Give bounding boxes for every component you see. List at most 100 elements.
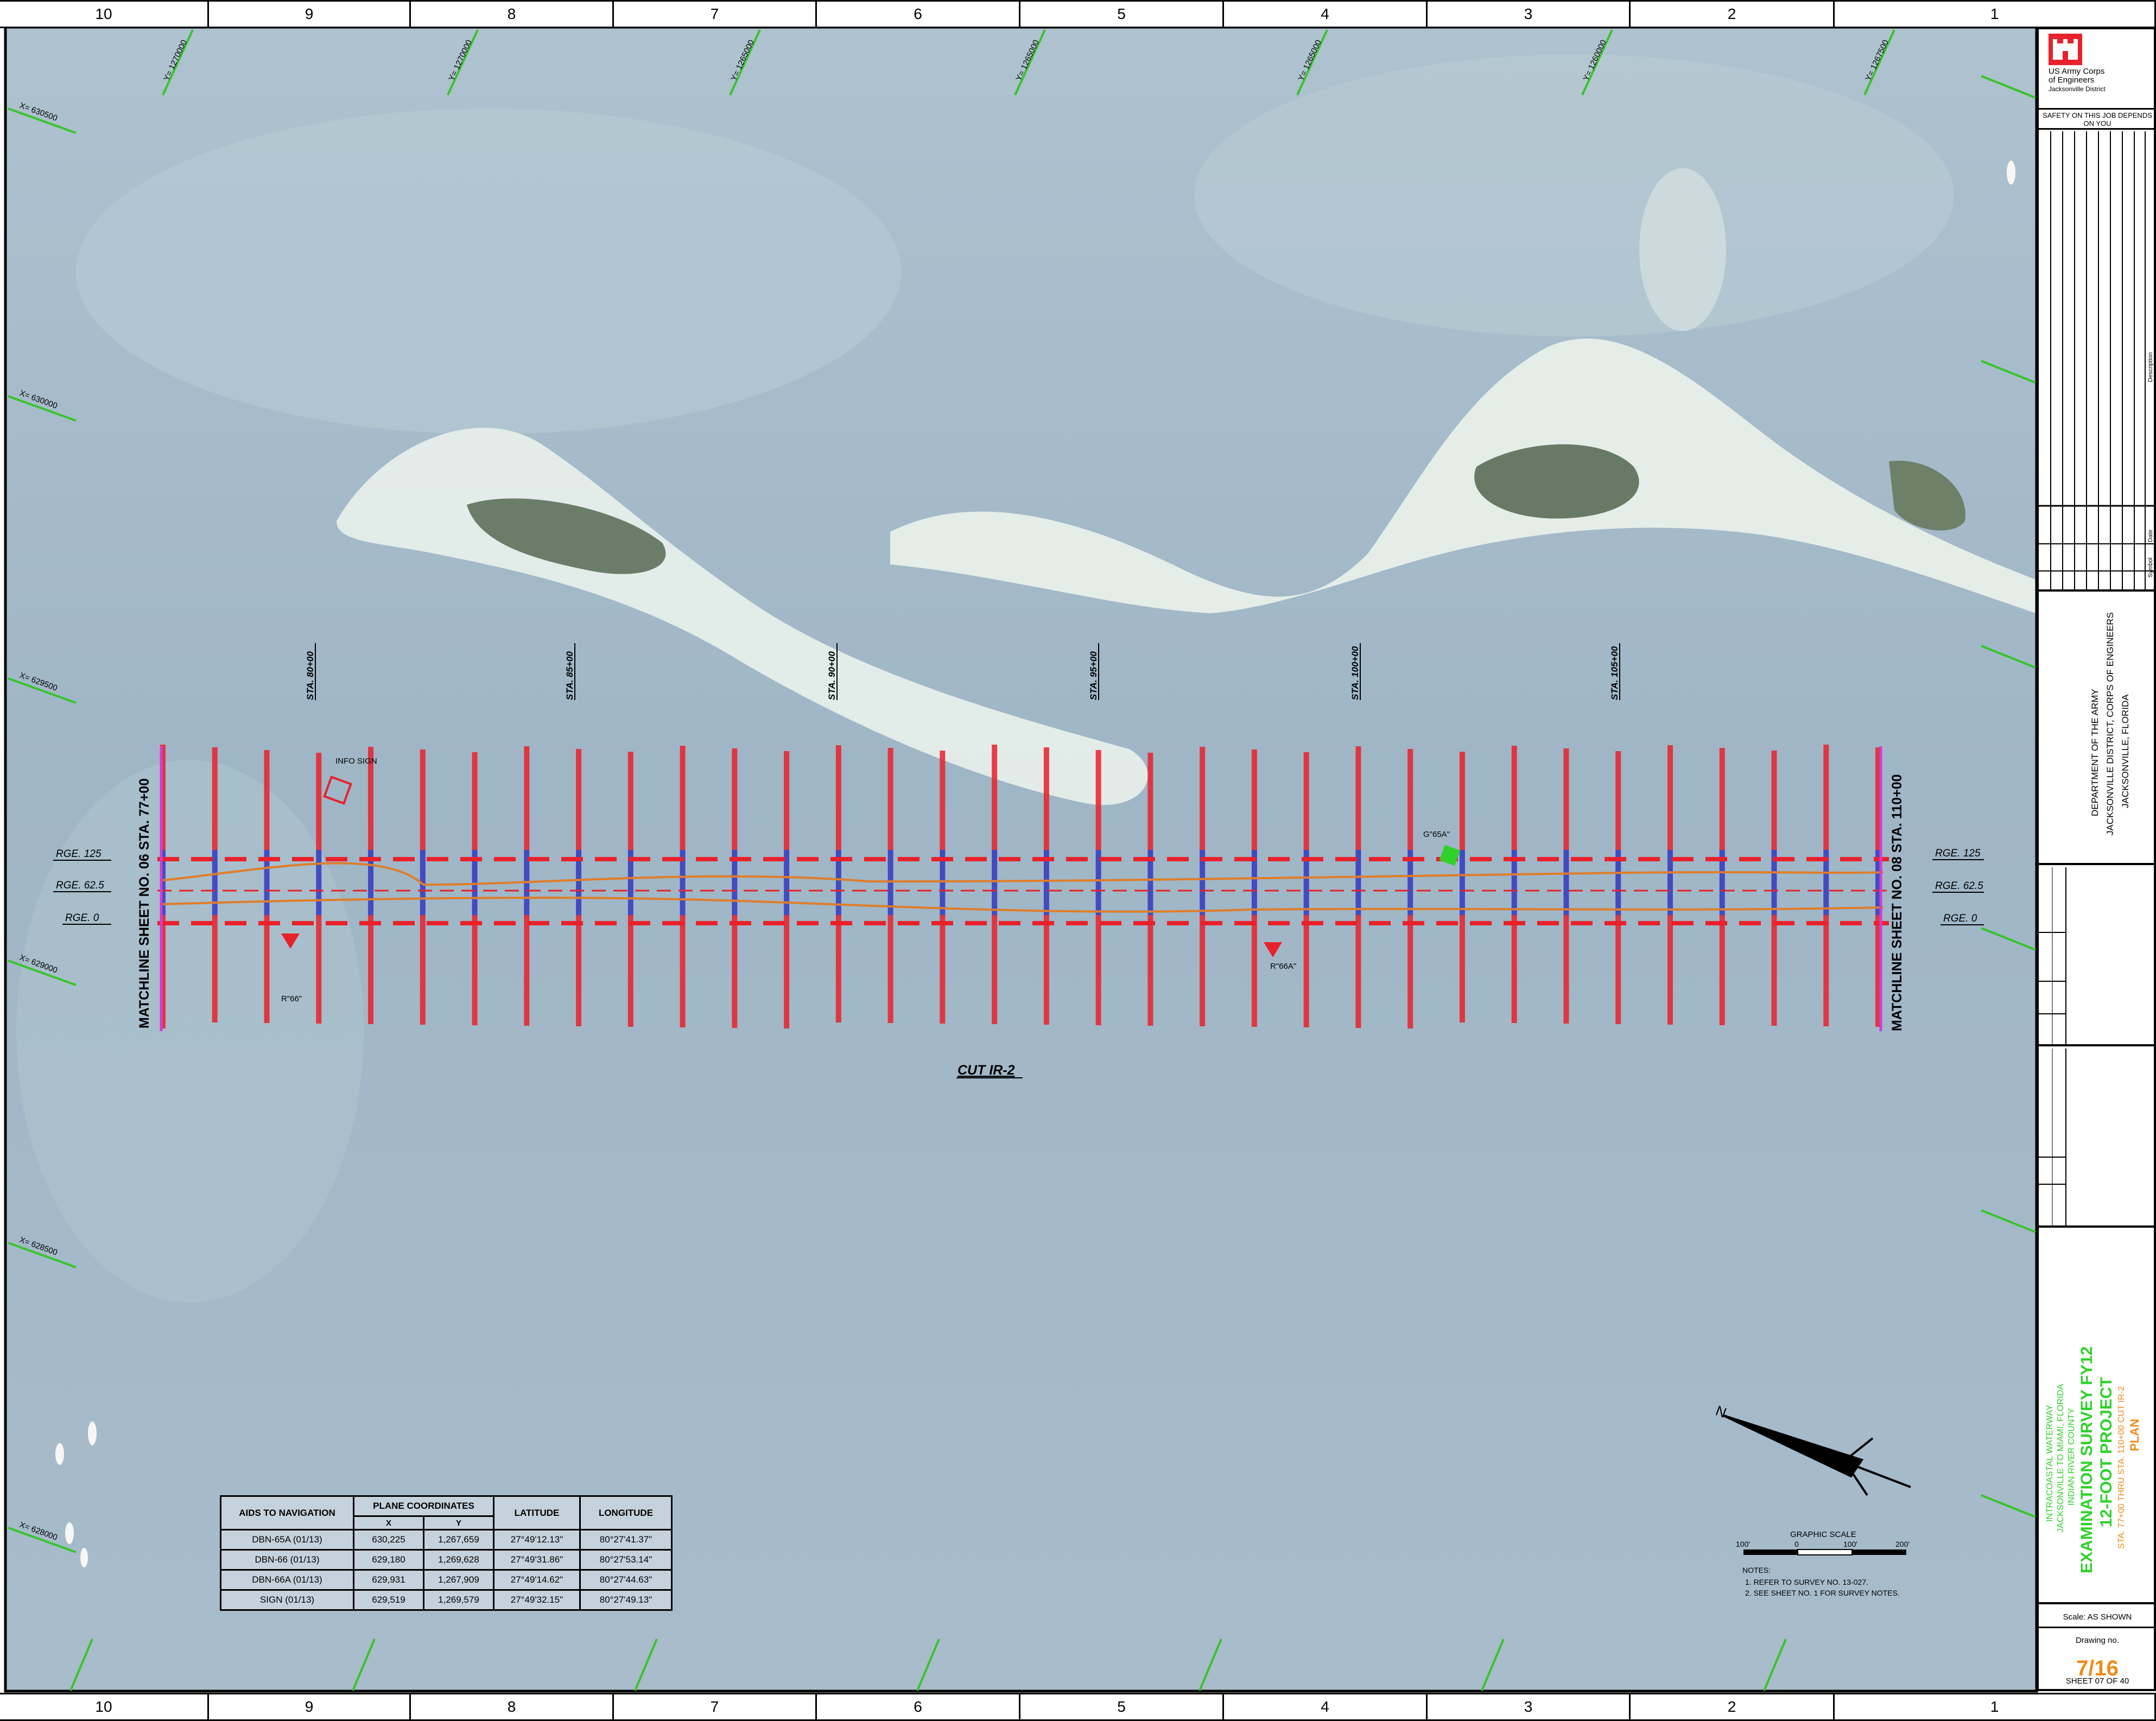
info-sign-label: INFO SIGN <box>335 757 377 766</box>
sounding-column <box>1511 915 1517 1023</box>
sounding-column-deep <box>368 850 374 915</box>
sounding-column <box>1719 748 1725 850</box>
sounding-column-deep <box>835 850 841 915</box>
sounding-column <box>212 747 218 850</box>
sounding-column <box>524 915 530 1026</box>
boat <box>88 1421 97 1445</box>
table-row: DBN-65A (01/13) 630,225 1,267,659 27°49'… <box>220 1529 673 1551</box>
sounding-column <box>1043 747 1049 850</box>
sounding-column <box>784 915 790 1028</box>
sounding-column <box>1667 745 1673 850</box>
scale-tick: 100' <box>1736 1540 1750 1548</box>
station-label: STA. 95+00 <box>1088 651 1099 700</box>
aid-y: 1,267,909 <box>423 1569 494 1591</box>
drawing-number-label: Drawing no. <box>2075 1636 2120 1645</box>
aid-y: 1,267,659 <box>423 1529 494 1551</box>
sounding-column-deep <box>784 850 790 915</box>
aids-header: AIDS TO NAVIGATION <box>220 1495 354 1531</box>
sounding-column-deep <box>1719 850 1725 915</box>
revision-block <box>2039 131 2156 592</box>
sounding-column <box>368 747 374 850</box>
note-item: 1. REFER TO SURVEY NO. 13-027. <box>1745 1578 1868 1586</box>
sounding-column-deep <box>1563 850 1569 915</box>
sounding-column <box>1667 915 1673 1025</box>
aid-lon: 80°27'41.37" <box>579 1529 673 1551</box>
sounding-column <box>680 746 686 850</box>
zone-number: 8 <box>411 2 614 27</box>
project-title-1: EXAMINATION SURVEY FY12 <box>2078 1346 2096 1573</box>
scale-tick: 0 <box>1794 1540 1799 1548</box>
table-row: DBN-66 (01/13) 629,180 1,269,628 27°49'3… <box>220 1549 673 1571</box>
table-row: DBN-66A (01/13) 629,931 1,267,909 27°49'… <box>220 1569 673 1591</box>
y-header: Y <box>423 1515 494 1531</box>
sounding-column-deep <box>992 850 998 915</box>
sounding-column <box>1771 751 1777 850</box>
sounding-column-deep <box>1407 850 1413 915</box>
sounding-column <box>264 750 270 850</box>
aid-lat: 27°49'32.15" <box>493 1589 581 1611</box>
grid-tick-line <box>447 29 479 96</box>
notes: NOTES: 1. REFER TO SURVEY NO. 13-027. 2.… <box>1742 1566 1900 1597</box>
grid-tick-line <box>8 395 77 422</box>
boat <box>55 1443 64 1465</box>
grid-tick-line <box>1763 1639 1787 1691</box>
project-line-1: INTRACOASTAL WATERWAY <box>2045 1405 2054 1522</box>
design-info-grid <box>2039 867 2066 1046</box>
sounding-column-deep <box>472 850 478 915</box>
sounding-column <box>835 915 841 1023</box>
sounding-column <box>160 745 166 850</box>
project-stations: STA. 77+00 THRU STA. 110+00 CUT IR-2 <box>2117 1386 2126 1549</box>
plane-coordinates-header: PLANE COORDINATES <box>353 1495 494 1517</box>
shoal-area <box>1639 168 1726 331</box>
sounding-column <box>1459 915 1465 1023</box>
grid-tick-line <box>8 960 77 986</box>
project-plan: PLAN <box>2128 1419 2141 1451</box>
design-info-block <box>2039 867 2156 1046</box>
sounding-column-deep <box>1615 850 1621 915</box>
zone-number: 5 <box>1020 2 1224 27</box>
sounding-column <box>1095 750 1101 850</box>
zone-number: 4 <box>1224 1694 1428 1719</box>
sounding-column <box>1563 748 1569 850</box>
grid-tick-line <box>1981 645 2036 669</box>
scale-cell: Scale: AS SHOWN <box>2039 1606 2156 1628</box>
sounding-column <box>316 915 322 1024</box>
channel-toe-line <box>162 897 1884 913</box>
range-label-125: RGE. 125 <box>1935 848 1981 859</box>
sounding-column <box>732 915 738 1028</box>
sounding-column <box>212 915 218 1023</box>
sounding-column <box>992 745 998 850</box>
grid-tick-line <box>8 677 77 704</box>
sounding-column-deep <box>1511 850 1517 915</box>
sounding-column <box>887 915 893 1023</box>
aid-x: 629,519 <box>353 1589 424 1611</box>
grid-tick-line <box>729 29 761 96</box>
grid-tick-line <box>8 1242 77 1268</box>
zone-number: 7 <box>614 1694 817 1719</box>
range-label-0: RGE. 0 <box>65 912 99 924</box>
cut-label: CUT IR-2 <box>957 1063 1015 1078</box>
grid-tick-line <box>8 107 77 134</box>
dept-line-1: DEPARTMENT OF THE ARMY <box>2090 689 2100 816</box>
red-nun-marker <box>281 933 300 949</box>
station-label: STA. 90+00 <box>827 651 837 700</box>
sounding-column <box>1355 915 1361 1028</box>
sounding-column <box>887 748 893 850</box>
sounding-column-deep <box>1200 850 1206 915</box>
sounding-column <box>1511 746 1517 850</box>
aid-lat: 27°49'14.62" <box>493 1569 581 1591</box>
sounding-column <box>627 915 633 1027</box>
file-info-block <box>2039 1049 2156 1228</box>
grid-tick-line <box>1199 1639 1222 1691</box>
sounding-column-deep <box>680 850 686 915</box>
sounding-column <box>1615 751 1621 850</box>
zone-number: 1 <box>1835 1694 2156 1719</box>
grid-tick-line <box>352 1639 376 1691</box>
sounding-column <box>472 752 478 850</box>
sounding-column <box>1251 750 1257 850</box>
sounding-column-deep <box>1667 850 1673 915</box>
zone-number: 10 <box>0 2 209 27</box>
zone-number: 7 <box>614 2 817 27</box>
org-line-3: Jacksonville District <box>2049 85 2106 93</box>
